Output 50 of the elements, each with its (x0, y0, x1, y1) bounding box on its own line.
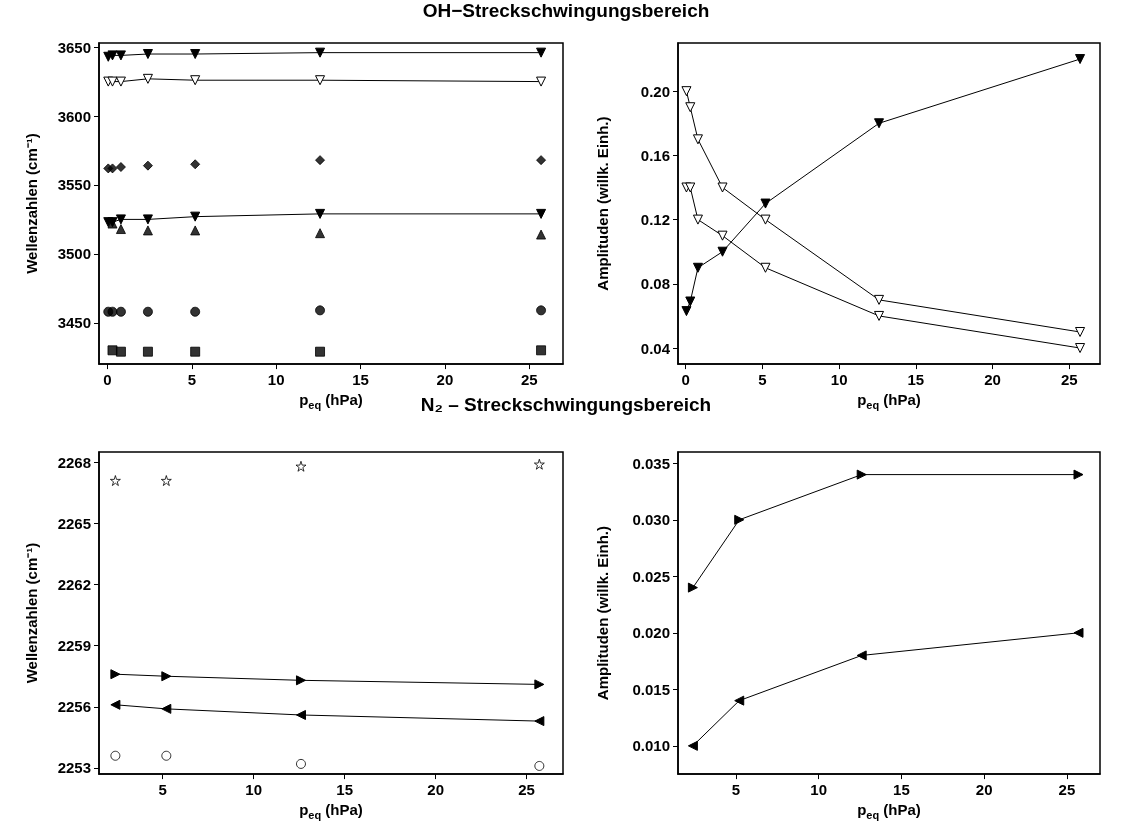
x-tick-label: 10 (810, 781, 828, 799)
y-axis-title: Amplituden (willk. Einh.) (594, 116, 611, 291)
x-tick-label: 10 (830, 371, 848, 389)
y-tick-label: 0.010 (632, 737, 670, 755)
y-tick-label: 0.12 (640, 211, 670, 229)
x-tick-label: 25 (518, 781, 535, 799)
x-tick-label: 20 (436, 371, 454, 389)
x-tick-label: 15 (352, 371, 369, 389)
y-tick-label: 0.020 (632, 624, 670, 642)
x-tick-label: 25 (520, 371, 538, 389)
x-tick-label: 5 (187, 371, 196, 389)
x-tick-label: 0 (103, 371, 112, 389)
y-tick-label: 3500 (57, 245, 91, 263)
y-axis-title: Wellenzahlen (cm⁻¹) (23, 542, 40, 684)
y-tick-label: 3450 (57, 314, 91, 332)
x-tick-label: 25 (1058, 781, 1076, 799)
y-axis-title: Amplituden (willk. Einh.) (594, 525, 611, 701)
x-tick-label: 20 (975, 781, 993, 799)
y-tick-label: 2268 (57, 453, 91, 471)
y-tick-label: 3600 (57, 107, 91, 125)
chart-title: N₂ – Streckschwingungsbereich (420, 394, 712, 415)
y-tick-label: 0.030 (632, 511, 670, 529)
y-tick-label: 0.025 (632, 567, 670, 585)
y-tick-label: 2256 (57, 698, 91, 716)
y-tick-label: 0.015 (632, 680, 670, 698)
x-tick-label: 5 (731, 781, 741, 799)
x-tick-label: 5 (758, 371, 767, 389)
chart-title: OH−Streckschwingungsbereich (421, 0, 711, 22)
y-tick-label: 0.035 (632, 454, 670, 472)
x-tick-label: 10 (267, 371, 285, 389)
y-tick-label: 0.16 (640, 146, 670, 164)
y-tick-label: 0.08 (640, 275, 670, 293)
y-tick-label: 0.04 (640, 339, 671, 357)
y-tick-label: 3550 (57, 176, 91, 194)
x-tick-label: 15 (336, 781, 353, 799)
x-tick-label: 25 (1060, 371, 1078, 389)
x-tick-label: 10 (245, 781, 263, 799)
y-tick-label: 3650 (57, 38, 91, 56)
x-tick-label: 20 (984, 371, 1001, 389)
y-tick-label: 2262 (57, 576, 91, 594)
y-tick-label: 0.20 (640, 82, 670, 100)
y-tick-label: 2265 (57, 514, 91, 532)
x-tick-label: 15 (907, 371, 925, 389)
y-tick-label: 2253 (57, 759, 91, 777)
y-axis-title: Wellenzahlen (cm⁻¹) (23, 133, 40, 274)
y-tick-label: 2259 (57, 637, 91, 655)
x-tick-label: 0 (681, 371, 690, 389)
x-tick-label: 5 (158, 781, 167, 799)
x-tick-label: 20 (427, 781, 444, 799)
x-tick-label: 15 (893, 781, 910, 799)
